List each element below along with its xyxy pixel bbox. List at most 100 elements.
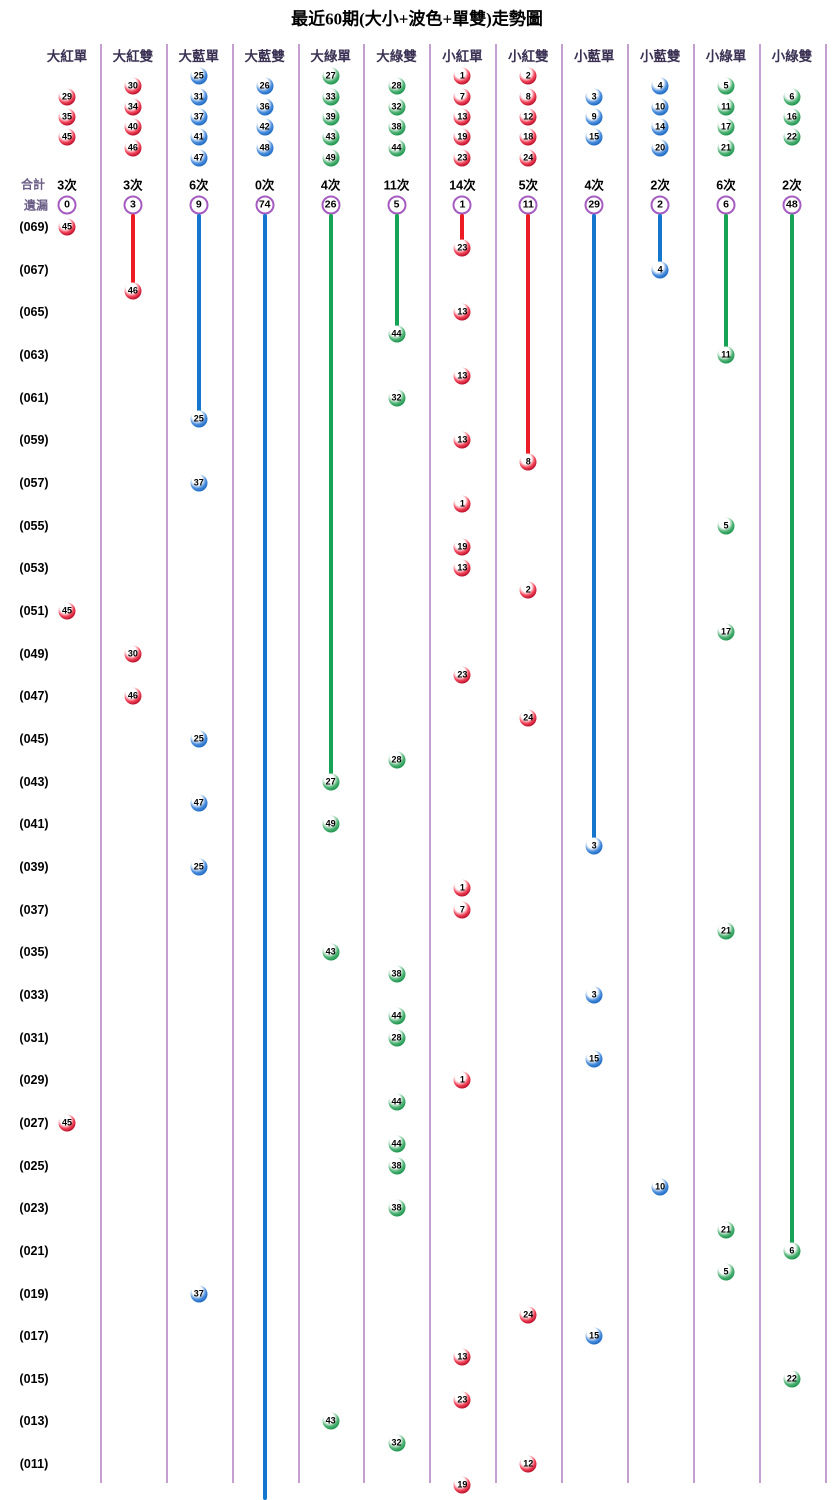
period-label: (045) — [19, 731, 49, 746]
draw-ball-icon: 28 — [388, 751, 405, 769]
column-separator — [495, 44, 497, 1483]
header-ball-icon: 5 — [717, 77, 735, 95]
draw-ball-icon: 24 — [519, 1306, 537, 1324]
period-label: (031) — [19, 1030, 49, 1045]
total-count: 5次 — [518, 178, 539, 193]
draw-ball-icon: 3 — [585, 837, 603, 855]
header-ball-icon: 31 — [190, 88, 208, 106]
period-label: (049) — [19, 646, 49, 661]
totals-row-label: 合計 — [20, 177, 46, 192]
header-ball-icon: 11 — [717, 98, 735, 116]
column-separator — [100, 44, 102, 1483]
header-ball-icon: 19 — [453, 128, 471, 146]
column-separator — [759, 44, 761, 1483]
draw-ball-icon: 44 — [388, 1007, 405, 1025]
column-header: 大綠單 — [310, 49, 351, 64]
draw-ball-icon: 30 — [124, 645, 142, 663]
draw-ball-icon: 17 — [717, 623, 735, 641]
column-separator — [693, 44, 695, 1483]
draw-ball-icon: 38 — [388, 1157, 405, 1175]
column-separator — [561, 44, 563, 1483]
draw-ball-icon: 49 — [322, 815, 340, 833]
missing-count-circle: 1 — [452, 195, 472, 215]
draw-ball-icon: 45 — [58, 218, 76, 236]
missing-row-label: 遺漏 — [23, 198, 49, 213]
missing-count-circle: 26 — [321, 195, 341, 215]
column-separator — [298, 44, 299, 1483]
column-header: 大藍雙 — [244, 49, 285, 64]
header-ball-icon: 18 — [519, 128, 537, 146]
header-ball-icon: 6 — [783, 88, 801, 106]
period-label: (033) — [19, 987, 49, 1002]
draw-ball-icon: 38 — [388, 965, 405, 983]
header-ball-icon: 16 — [783, 108, 801, 126]
draw-ball-icon: 1 — [453, 879, 471, 897]
period-label: (065) — [19, 305, 49, 320]
column-header: 小紅雙 — [508, 49, 549, 64]
trend-line — [328, 214, 333, 782]
header-ball-icon: 23 — [453, 149, 471, 167]
column-separator — [363, 44, 365, 1483]
header-ball-icon: 22 — [783, 128, 801, 146]
column-separator — [166, 44, 168, 1483]
draw-ball-icon: 12 — [519, 1455, 537, 1473]
draw-ball-icon: 32 — [388, 389, 405, 407]
draw-ball-icon: 45 — [58, 1114, 76, 1132]
header-ball-icon: 26 — [256, 77, 274, 95]
draw-ball-icon: 21 — [717, 1221, 735, 1238]
missing-count-circle: 74 — [255, 195, 275, 215]
total-count: 11次 — [383, 178, 410, 193]
header-ball-icon: 35 — [58, 108, 76, 126]
draw-ball-icon: 25 — [190, 410, 208, 428]
draw-ball-icon: 13 — [453, 367, 471, 385]
trend-line — [196, 214, 201, 419]
total-count: 0次 — [254, 178, 275, 193]
draw-ball-icon: 44 — [388, 1135, 405, 1153]
header-ball-icon: 38 — [388, 118, 405, 136]
missing-count-circle: 0 — [57, 195, 77, 215]
header-ball-icon: 48 — [256, 139, 274, 157]
draw-ball-icon: 46 — [124, 282, 142, 300]
total-count: 2次 — [650, 178, 670, 193]
period-label: (019) — [19, 1286, 49, 1301]
draw-ball-icon: 15 — [585, 1050, 603, 1068]
header-ball-icon: 44 — [388, 139, 405, 157]
trend-line — [262, 214, 267, 1500]
header-ball-icon: 47 — [190, 149, 208, 167]
header-ball-icon: 32 — [388, 98, 405, 116]
period-label: (035) — [19, 945, 49, 960]
draw-ball-icon: 23 — [453, 666, 471, 684]
trend-line — [130, 214, 135, 291]
draw-ball-icon: 24 — [519, 709, 537, 727]
column-separator — [429, 44, 431, 1483]
draw-ball-icon: 5 — [717, 517, 735, 535]
draw-ball-icon: 3 — [585, 986, 603, 1004]
period-label: (055) — [19, 518, 49, 533]
draw-ball-icon: 4 — [651, 261, 669, 279]
draw-ball-icon: 43 — [322, 1412, 340, 1430]
draw-ball-icon: 37 — [190, 474, 208, 492]
period-label: (017) — [19, 1329, 49, 1344]
draw-ball-icon: 7 — [453, 901, 471, 919]
draw-ball-icon: 11 — [717, 346, 735, 364]
draw-ball-icon: 47 — [190, 794, 208, 812]
column-header: 大紅單 — [46, 49, 88, 64]
column-header: 大紅雙 — [112, 49, 154, 64]
missing-count-circle: 48 — [782, 195, 802, 215]
header-ball-icon: 40 — [124, 118, 142, 136]
column-header: 大綠雙 — [376, 49, 417, 64]
draw-ball-icon: 19 — [453, 1476, 471, 1494]
period-label: (061) — [19, 390, 49, 405]
header-ball-icon: 41 — [190, 128, 208, 146]
draw-ball-icon: 13 — [453, 1348, 471, 1366]
draw-ball-icon: 25 — [190, 858, 208, 876]
header-ball-icon: 49 — [322, 149, 340, 167]
draw-ball-icon: 46 — [124, 687, 142, 705]
total-count: 6次 — [716, 178, 736, 193]
total-count: 2次 — [782, 178, 802, 193]
total-count: 4次 — [584, 178, 604, 193]
draw-ball-icon: 15 — [585, 1327, 603, 1345]
total-count: 4次 — [320, 178, 341, 193]
draw-ball-icon: 28 — [388, 1029, 405, 1047]
